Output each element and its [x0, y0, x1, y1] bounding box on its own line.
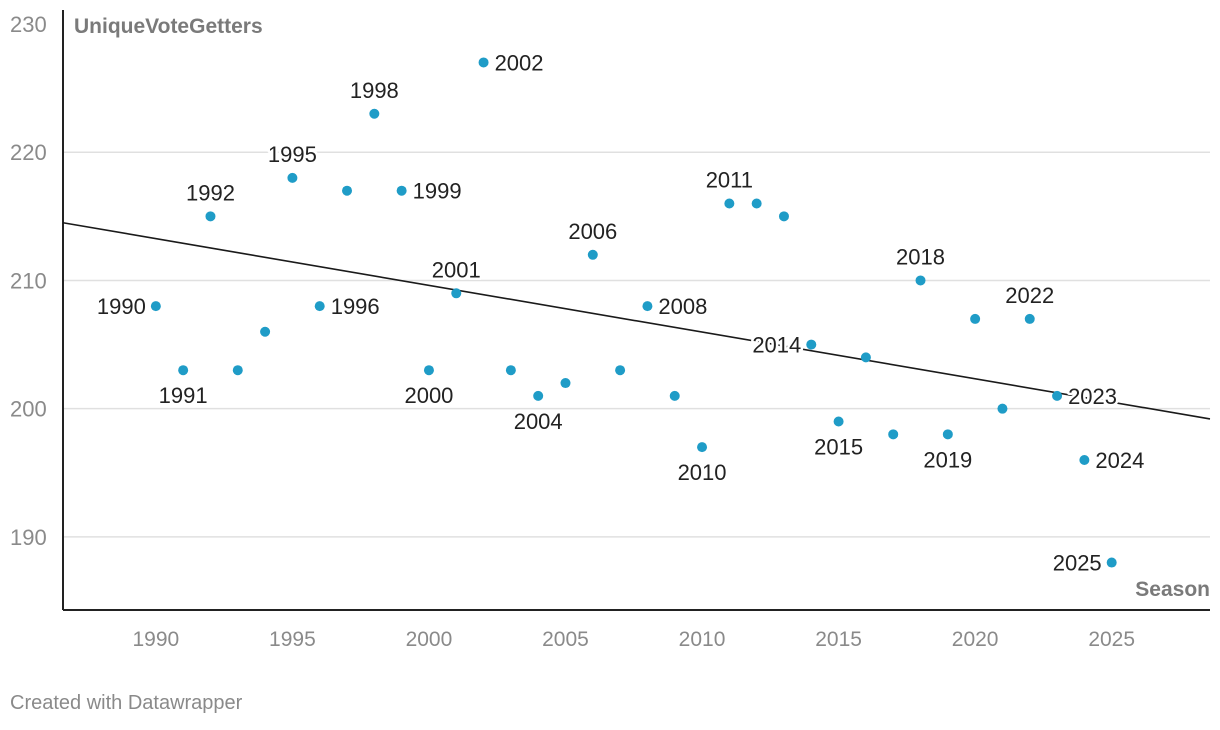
point-1997 [342, 185, 353, 196]
point-2022 [1024, 313, 1035, 324]
point-2015 [833, 416, 844, 427]
point-2007 [615, 365, 626, 376]
point-1998 [369, 108, 380, 119]
point-2010 [697, 442, 708, 453]
y-axis-title: UniqueVoteGetters [74, 15, 263, 38]
point-label-2022: 2022 [1005, 283, 1054, 308]
point-label-2008: 2008 [658, 294, 707, 319]
y-tick-labels: 190 200 210 220 230 [10, 12, 47, 550]
gridlines [63, 151, 1210, 538]
y-tick-200: 200 [10, 397, 47, 422]
scatter-chart: 190 200 210 220 230 1990 1995 2000 2005 2010 2015… [10, 10, 1211, 651]
x-tick-1995: 1995 [269, 628, 316, 651]
x-tick-1990: 1990 [132, 628, 179, 651]
point-2011 [724, 198, 735, 209]
point-2002 [478, 57, 489, 68]
y-tick-230: 230 [10, 12, 47, 37]
point-2009 [669, 390, 680, 401]
point-1992 [205, 211, 216, 222]
x-tick-2015: 2015 [815, 628, 862, 651]
footer-credit: Created with Datawrapper [10, 692, 243, 714]
point-2018 [915, 275, 926, 286]
point-1990 [150, 301, 161, 312]
y-tick-220: 220 [10, 140, 47, 165]
point-2013 [778, 211, 789, 222]
point-label-2015: 2015 [814, 435, 863, 460]
point-label-1990: 1990 [97, 294, 146, 319]
x-tick-2000: 2000 [406, 628, 453, 651]
point-label-2018: 2018 [896, 244, 945, 269]
point-1993 [232, 365, 243, 376]
point-2019 [942, 429, 953, 440]
point-label-2025: 2025 [1053, 551, 1102, 576]
point-label-1991: 1991 [159, 383, 208, 408]
point-1995 [287, 172, 298, 183]
point-label-2011: 2011 [706, 168, 753, 193]
point-2025 [1106, 557, 1117, 568]
point-label-2024: 2024 [1095, 448, 1144, 473]
data-points [150, 57, 1117, 568]
x-tick-labels: 1990 1995 2000 2005 2010 2015 2020 2025 [132, 628, 1135, 651]
x-tick-2025: 2025 [1088, 628, 1135, 651]
y-tick-210: 210 [10, 268, 47, 293]
point-label-1998: 1998 [350, 78, 399, 103]
point-label-2006: 2006 [568, 219, 617, 244]
point-2017 [888, 429, 899, 440]
point-label-2001: 2001 [432, 257, 481, 282]
point-2023 [1052, 390, 1063, 401]
trend-line [62, 221, 1211, 420]
y-tick-190: 190 [10, 525, 47, 550]
point-2001 [451, 288, 462, 299]
point-label-2014: 2014 [752, 333, 801, 358]
point-2020 [970, 313, 981, 324]
point-2012 [751, 198, 762, 209]
point-1999 [396, 185, 407, 196]
point-2021 [997, 403, 1008, 414]
point-label-2023: 2023 [1068, 384, 1117, 409]
point-label-2000: 2000 [404, 383, 453, 408]
point-label-2004: 2004 [514, 409, 563, 434]
point-label-1999: 1999 [413, 179, 462, 204]
x-axis-title: Season [1135, 578, 1210, 601]
point-2005 [560, 378, 571, 389]
point-label-1995: 1995 [268, 142, 317, 167]
point-2006 [587, 249, 598, 260]
point-2008 [642, 301, 653, 312]
point-1994 [260, 326, 271, 337]
point-1996 [314, 301, 325, 312]
x-tick-2005: 2005 [542, 628, 589, 651]
point-1991 [178, 365, 189, 376]
x-tick-2010: 2010 [679, 628, 726, 651]
point-label-1992: 1992 [186, 180, 235, 205]
point-label-2010: 2010 [678, 460, 727, 485]
point-label-1996: 1996 [331, 294, 380, 319]
point-2024 [1079, 454, 1090, 465]
point-2000 [423, 365, 434, 376]
point-2003 [505, 365, 516, 376]
point-labels: 1990 1991 1992 1995 1996 1998 1999 2000 2001 2002… [94, 48, 1146, 578]
point-label-2002: 2002 [495, 50, 544, 75]
point-2004 [533, 390, 544, 401]
point-label-2019: 2019 [923, 447, 972, 472]
point-2016 [860, 352, 871, 363]
point-2014 [806, 339, 817, 350]
x-tick-2020: 2020 [952, 628, 999, 651]
